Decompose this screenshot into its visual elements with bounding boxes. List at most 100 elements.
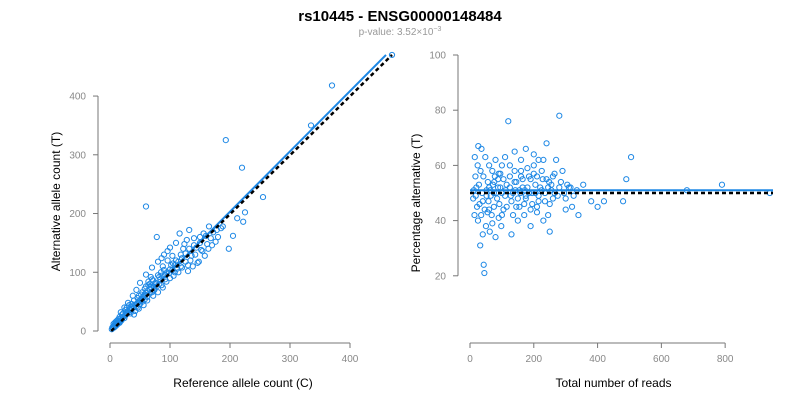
data-point <box>556 112 563 119</box>
data-point <box>142 271 150 278</box>
data-point <box>517 173 525 180</box>
data-point <box>506 162 513 169</box>
data-point <box>170 272 177 279</box>
data-point <box>541 198 549 205</box>
data-point <box>164 257 171 264</box>
data-point <box>158 272 165 279</box>
data-point <box>477 242 484 249</box>
data-point <box>530 162 537 169</box>
data-point <box>234 215 241 222</box>
data-point <box>508 231 515 238</box>
data-point <box>540 217 547 224</box>
data-point <box>511 167 518 175</box>
chart-title: rs10445 - ENSG00000148484 <box>298 8 502 25</box>
data-point <box>190 235 198 242</box>
data-point <box>546 228 553 235</box>
data-point <box>600 198 608 205</box>
x-axis-label: Total number of reads <box>555 376 671 390</box>
data-point <box>498 211 505 219</box>
data-point <box>490 203 498 210</box>
data-point <box>514 195 521 202</box>
data-point <box>195 258 202 265</box>
data-point <box>543 140 550 147</box>
data-point <box>718 181 726 188</box>
data-point <box>148 264 156 271</box>
data-point <box>623 176 630 183</box>
data-point <box>147 273 154 281</box>
data-point <box>474 162 481 169</box>
data-point <box>259 193 267 201</box>
data-point <box>495 170 502 177</box>
data-point <box>619 198 627 205</box>
data-point <box>328 82 336 89</box>
data-point <box>225 245 232 252</box>
x-tick-label: 0 <box>107 354 113 365</box>
data-point <box>559 167 566 175</box>
data-point <box>535 156 542 163</box>
data-point <box>575 211 582 219</box>
data-point <box>154 289 162 296</box>
data-point <box>153 233 160 241</box>
data-point <box>222 137 229 144</box>
y-tick-label: 100 <box>429 51 446 62</box>
data-point <box>240 218 247 225</box>
data-point <box>546 200 553 208</box>
data-point <box>140 302 147 309</box>
data-point <box>506 173 513 180</box>
data-point <box>545 211 552 219</box>
data-point <box>198 246 205 254</box>
data-point <box>517 156 525 163</box>
data-point <box>513 203 520 210</box>
data-point <box>570 192 577 199</box>
chart-subtitle: p-value: 3.52×10−3 <box>359 26 442 38</box>
data-point <box>482 223 490 230</box>
data-point <box>514 217 521 224</box>
data-point <box>207 235 214 242</box>
data-point <box>212 238 219 245</box>
y-tick-label: 20 <box>435 271 447 282</box>
data-point <box>486 162 493 169</box>
data-point <box>473 203 481 210</box>
data-point <box>524 165 531 172</box>
data-point <box>529 200 536 208</box>
data-point <box>241 209 249 216</box>
data-point <box>133 286 140 293</box>
data-point <box>549 195 557 202</box>
data-point <box>135 292 142 299</box>
data-point <box>491 178 498 186</box>
data-point <box>539 176 546 183</box>
y-tick-label: 40 <box>435 216 447 227</box>
data-point <box>120 310 127 317</box>
y-tick-label: 80 <box>435 106 447 117</box>
x-tick-label: 0 <box>467 354 473 365</box>
data-point <box>111 319 118 326</box>
data-point <box>158 255 165 262</box>
data-point <box>527 176 534 183</box>
data-point <box>549 173 557 180</box>
data-point <box>508 198 515 205</box>
data-point <box>480 261 487 268</box>
data-point <box>545 178 553 186</box>
y-tick-label: 300 <box>69 150 86 161</box>
data-point <box>175 269 182 276</box>
data-point <box>474 217 482 224</box>
data-point <box>489 167 496 175</box>
data-point <box>588 198 595 205</box>
data-point <box>482 154 489 161</box>
data-point <box>492 156 499 163</box>
data-point <box>511 148 518 155</box>
x-tick-label: 200 <box>525 354 542 365</box>
data-point <box>553 156 560 163</box>
data-point <box>477 167 484 175</box>
data-point <box>472 173 479 180</box>
data-point <box>130 311 138 318</box>
data-point <box>471 211 478 219</box>
data-point <box>129 292 136 299</box>
data-point <box>214 233 222 241</box>
data-point <box>194 259 201 266</box>
data-point <box>201 252 208 259</box>
data-point <box>503 203 510 210</box>
data-point <box>627 154 635 161</box>
data-point <box>110 320 117 328</box>
